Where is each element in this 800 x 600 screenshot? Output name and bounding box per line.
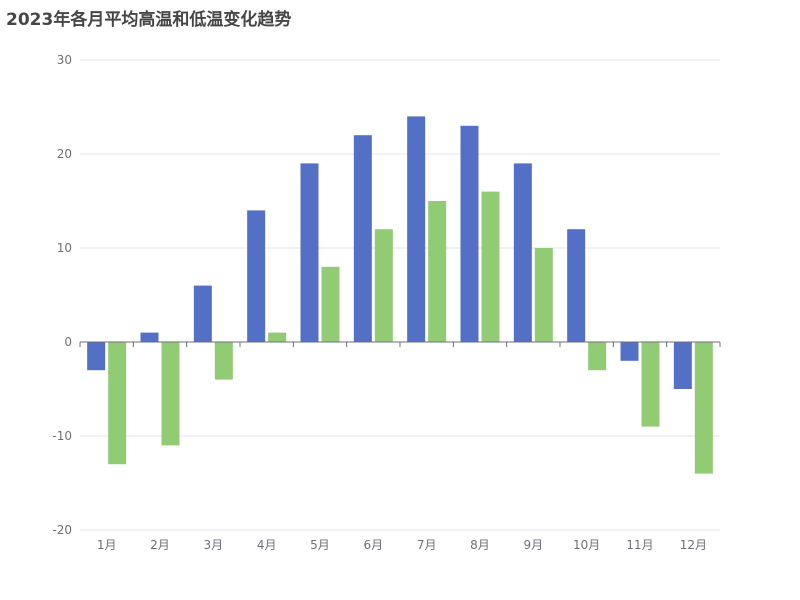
bar — [353, 135, 372, 342]
bar — [374, 229, 393, 342]
y-tick-label: -10 — [52, 429, 72, 443]
y-tick-label: 10 — [57, 241, 72, 255]
x-tick-label: 3月 — [204, 538, 224, 552]
bar — [300, 163, 319, 342]
x-tick-label: 9月 — [524, 538, 544, 552]
bar — [588, 342, 607, 371]
bar — [321, 266, 340, 342]
bar — [513, 163, 532, 342]
bar — [620, 342, 639, 361]
x-tick-label: 7月 — [417, 538, 437, 552]
y-tick-label: -20 — [52, 523, 72, 537]
bar — [481, 191, 500, 342]
bar — [428, 201, 447, 342]
bar — [193, 285, 212, 342]
bar — [567, 229, 586, 342]
bar — [214, 342, 233, 380]
y-tick-label: 30 — [57, 53, 72, 67]
x-tick-label: 8月 — [470, 538, 490, 552]
bar — [534, 248, 553, 342]
bar — [460, 125, 479, 342]
chart-title: 2023年各月平均高温和低温变化趋势 — [6, 10, 292, 30]
bar — [161, 342, 180, 446]
x-tick-label: 4月 — [257, 538, 277, 552]
bar — [108, 342, 127, 465]
x-tick-label: 11月 — [626, 538, 653, 552]
x-tick-label: 5月 — [310, 538, 330, 552]
x-tick-label: 1月 — [97, 538, 117, 552]
x-tick-label: 6月 — [364, 538, 384, 552]
bar — [641, 342, 660, 427]
y-tick-label: 20 — [57, 147, 72, 161]
bar — [673, 342, 692, 389]
bar — [407, 116, 426, 343]
bar — [247, 210, 266, 342]
x-tick-label: 12月 — [680, 538, 707, 552]
x-tick-label: 2月 — [150, 538, 170, 552]
x-tick-label: 10月 — [573, 538, 600, 552]
bar — [87, 342, 106, 371]
bar — [268, 332, 287, 342]
bar — [140, 332, 159, 342]
bar — [694, 342, 713, 474]
y-tick-label: 0 — [64, 335, 72, 349]
